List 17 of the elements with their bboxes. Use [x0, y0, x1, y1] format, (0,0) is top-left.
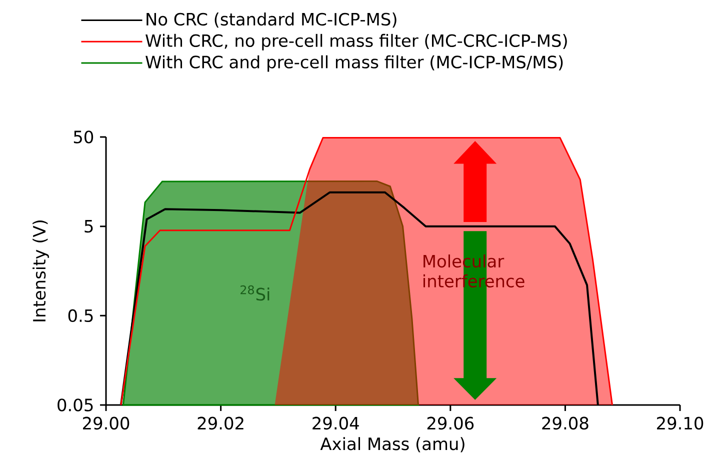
x-axis-title: Axial Mass (amu) [320, 437, 464, 452]
legend-label: No CRC (standard MC-ICP-MS) [146, 12, 396, 28]
x-tick-label: 29.02 [198, 416, 244, 430]
line-series [120, 137, 614, 406]
x-tick-label: 29.08 [542, 416, 588, 430]
y-axis-title: Intensity (V) [32, 220, 49, 322]
annotation: $^{28}$Si [240, 285, 270, 301]
x-tick-label: 29.06 [427, 416, 474, 430]
x-tick-label: 29.00 [83, 416, 130, 430]
y-tick-label: 0.5 [68, 309, 93, 322]
x-tick-label: 29.04 [312, 416, 359, 430]
legend-label: With CRC, no pre-cell mass filter (MC-CRC-ICP-MS) [146, 34, 567, 50]
y-tick-label: 0.05 [58, 398, 93, 412]
y-tick-label: 5 [84, 220, 93, 233]
x-tick-label: 29.10 [657, 416, 704, 430]
legend-label: With CRC and pre-cell mass filter (MC-ICP-MS/MS) [146, 55, 563, 72]
y-tick-label: 50 [74, 130, 94, 144]
